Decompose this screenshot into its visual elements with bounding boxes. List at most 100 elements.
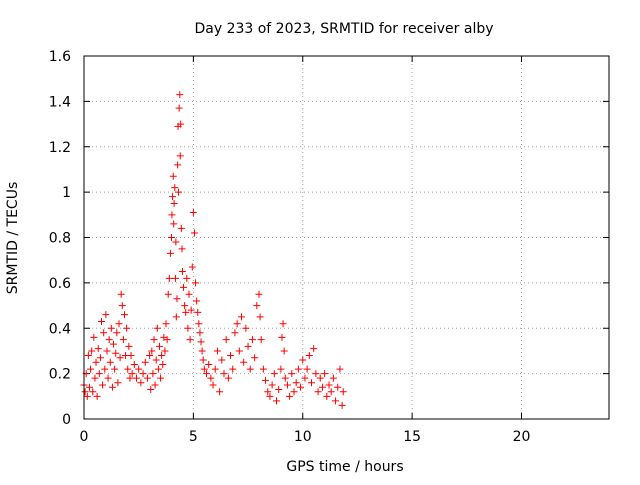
data-point xyxy=(89,388,97,396)
data-point xyxy=(183,274,191,282)
data-point xyxy=(314,388,322,396)
data-point xyxy=(168,234,175,241)
data-point xyxy=(308,379,315,387)
data-point xyxy=(119,336,127,344)
data-point xyxy=(278,333,286,341)
data-point xyxy=(93,392,101,400)
data-point xyxy=(273,397,280,405)
data-point xyxy=(288,370,296,378)
data-point xyxy=(294,365,302,373)
data-point xyxy=(316,374,324,382)
data-point xyxy=(185,290,193,298)
data-point xyxy=(99,381,107,389)
data-point xyxy=(172,238,180,246)
data-point xyxy=(325,381,333,389)
y-tick-label: 0 xyxy=(62,412,71,428)
data-point xyxy=(137,379,145,387)
data-point xyxy=(216,388,224,396)
data-point xyxy=(155,342,163,350)
data-point xyxy=(303,365,311,373)
data-point xyxy=(195,320,203,328)
data-point xyxy=(242,324,250,332)
data-point xyxy=(299,356,307,364)
data-point xyxy=(152,356,160,364)
data-point xyxy=(246,365,254,373)
data-point xyxy=(244,342,252,350)
data-point xyxy=(238,313,245,321)
data-point xyxy=(171,184,179,192)
data-point xyxy=(268,381,276,389)
data-point xyxy=(178,268,186,276)
data-point xyxy=(290,388,298,396)
data-point xyxy=(321,370,329,378)
data-point xyxy=(146,351,154,359)
data-point xyxy=(286,392,294,400)
data-point xyxy=(255,290,263,298)
data-point xyxy=(222,336,230,344)
data-point xyxy=(175,188,182,196)
data-point xyxy=(277,365,285,373)
data-point xyxy=(127,351,135,359)
data-point xyxy=(262,376,270,384)
data-point xyxy=(256,313,264,321)
x-tick-label: 5 xyxy=(189,429,198,445)
data-point xyxy=(162,320,170,328)
data-point xyxy=(95,370,103,378)
data-point xyxy=(194,308,202,316)
data-point xyxy=(327,388,335,396)
data-point xyxy=(88,347,96,355)
data-point xyxy=(172,313,180,321)
data-point xyxy=(264,388,272,396)
data-point xyxy=(84,351,92,359)
data-point xyxy=(150,336,158,344)
data-point xyxy=(190,229,198,237)
y-tick-label: 1.2 xyxy=(49,140,71,156)
data-point xyxy=(218,356,226,364)
data-point xyxy=(338,401,346,409)
data-point xyxy=(83,392,91,400)
data-point xyxy=(161,347,169,355)
data-point xyxy=(178,245,186,253)
data-point xyxy=(163,336,171,344)
data-point xyxy=(186,336,194,344)
data-point xyxy=(184,324,192,332)
x-tick-label: 10 xyxy=(294,429,312,445)
data-point xyxy=(147,386,155,394)
data-point xyxy=(115,320,123,328)
data-point xyxy=(91,374,99,382)
data-point xyxy=(196,329,204,337)
data-point xyxy=(159,361,167,369)
data-point xyxy=(231,329,239,337)
data-point xyxy=(170,199,178,207)
data-point xyxy=(323,392,331,400)
data-point xyxy=(154,365,162,373)
data-point xyxy=(209,381,217,389)
data-point xyxy=(168,211,176,219)
data-point xyxy=(171,274,179,282)
data-point xyxy=(98,317,105,325)
data-point xyxy=(151,381,159,389)
data-point xyxy=(112,349,120,357)
data-point xyxy=(124,365,132,373)
data-point xyxy=(251,354,259,362)
data-point xyxy=(207,374,215,382)
data-point xyxy=(227,351,235,359)
data-point xyxy=(118,302,126,310)
data-point xyxy=(283,381,291,389)
data-point xyxy=(229,365,237,373)
data-point xyxy=(297,383,305,391)
data-point xyxy=(253,302,261,310)
data-point xyxy=(149,370,157,378)
data-point xyxy=(107,324,115,332)
data-point xyxy=(81,388,89,396)
data-point xyxy=(111,365,119,373)
data-point xyxy=(153,324,161,332)
data-point xyxy=(197,338,205,346)
data-point xyxy=(103,347,111,355)
data-point xyxy=(182,308,190,316)
data-point xyxy=(123,324,131,332)
data-point xyxy=(318,383,326,391)
data-point xyxy=(148,347,156,355)
data-point xyxy=(169,193,177,201)
